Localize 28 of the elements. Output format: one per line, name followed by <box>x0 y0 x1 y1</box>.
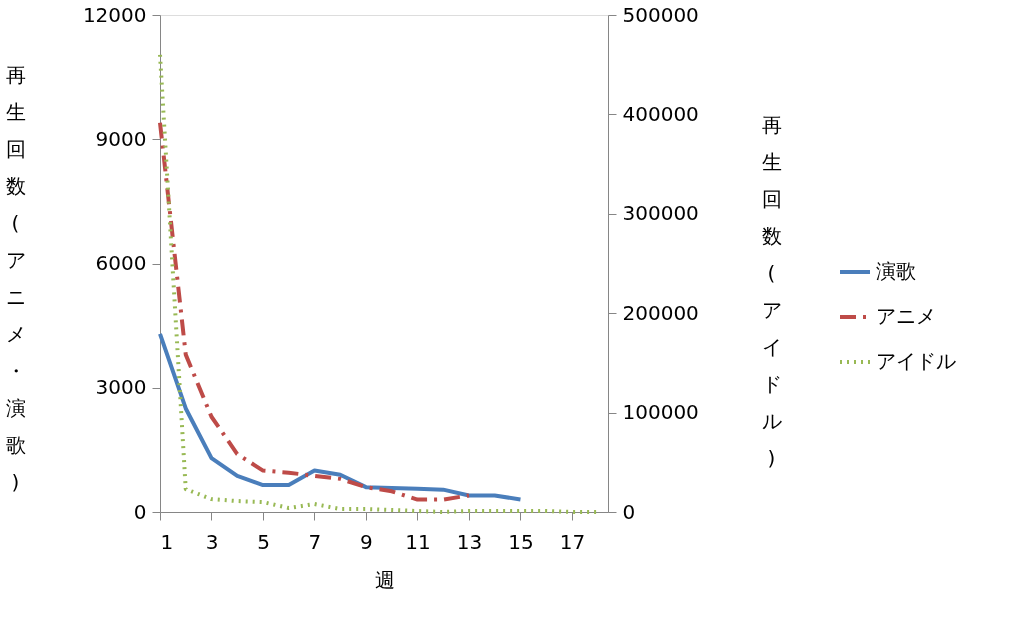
line-series <box>158 120 471 502</box>
y2-tick-label: 400000 <box>622 101 699 126</box>
legend-label: アイドル <box>876 349 956 373</box>
text: 再生回数(アイドル) <box>761 112 782 470</box>
y2-tick-label: 200000 <box>622 300 699 325</box>
y-tick-label: 3000 <box>95 375 147 400</box>
y-tick-label: 0 <box>133 499 147 524</box>
x-tick-label: 3 <box>205 529 219 554</box>
x-tick-label: 17 <box>559 529 586 554</box>
y-tick-label: 6000 <box>95 251 147 275</box>
legend-label: アニメ <box>876 304 936 328</box>
x-axis-title: 週 <box>374 567 395 592</box>
x-tick-label: 11 <box>405 529 431 554</box>
x-tick-label: 9 <box>360 529 373 554</box>
y2-tick-label: 100000 <box>622 400 699 425</box>
x-tick-label: 1 <box>160 529 174 554</box>
legend-label: 演歌 <box>876 259 916 283</box>
y2-tick-label: 0 <box>622 499 636 524</box>
x-tick-label: 15 <box>508 529 534 554</box>
x-tick-label: 13 <box>456 529 483 554</box>
y-tick-label: 12000 <box>82 2 147 27</box>
y2-tick-label: 500000 <box>622 2 699 27</box>
x-tick-label: 5 <box>257 529 270 554</box>
y2-tick-label: 300000 <box>622 201 699 226</box>
y-tick-label: 9000 <box>95 126 147 151</box>
line-series <box>158 331 523 502</box>
text: 再生回数(アニメ・演歌) <box>5 62 26 494</box>
x-tick-label: 7 <box>308 529 322 554</box>
